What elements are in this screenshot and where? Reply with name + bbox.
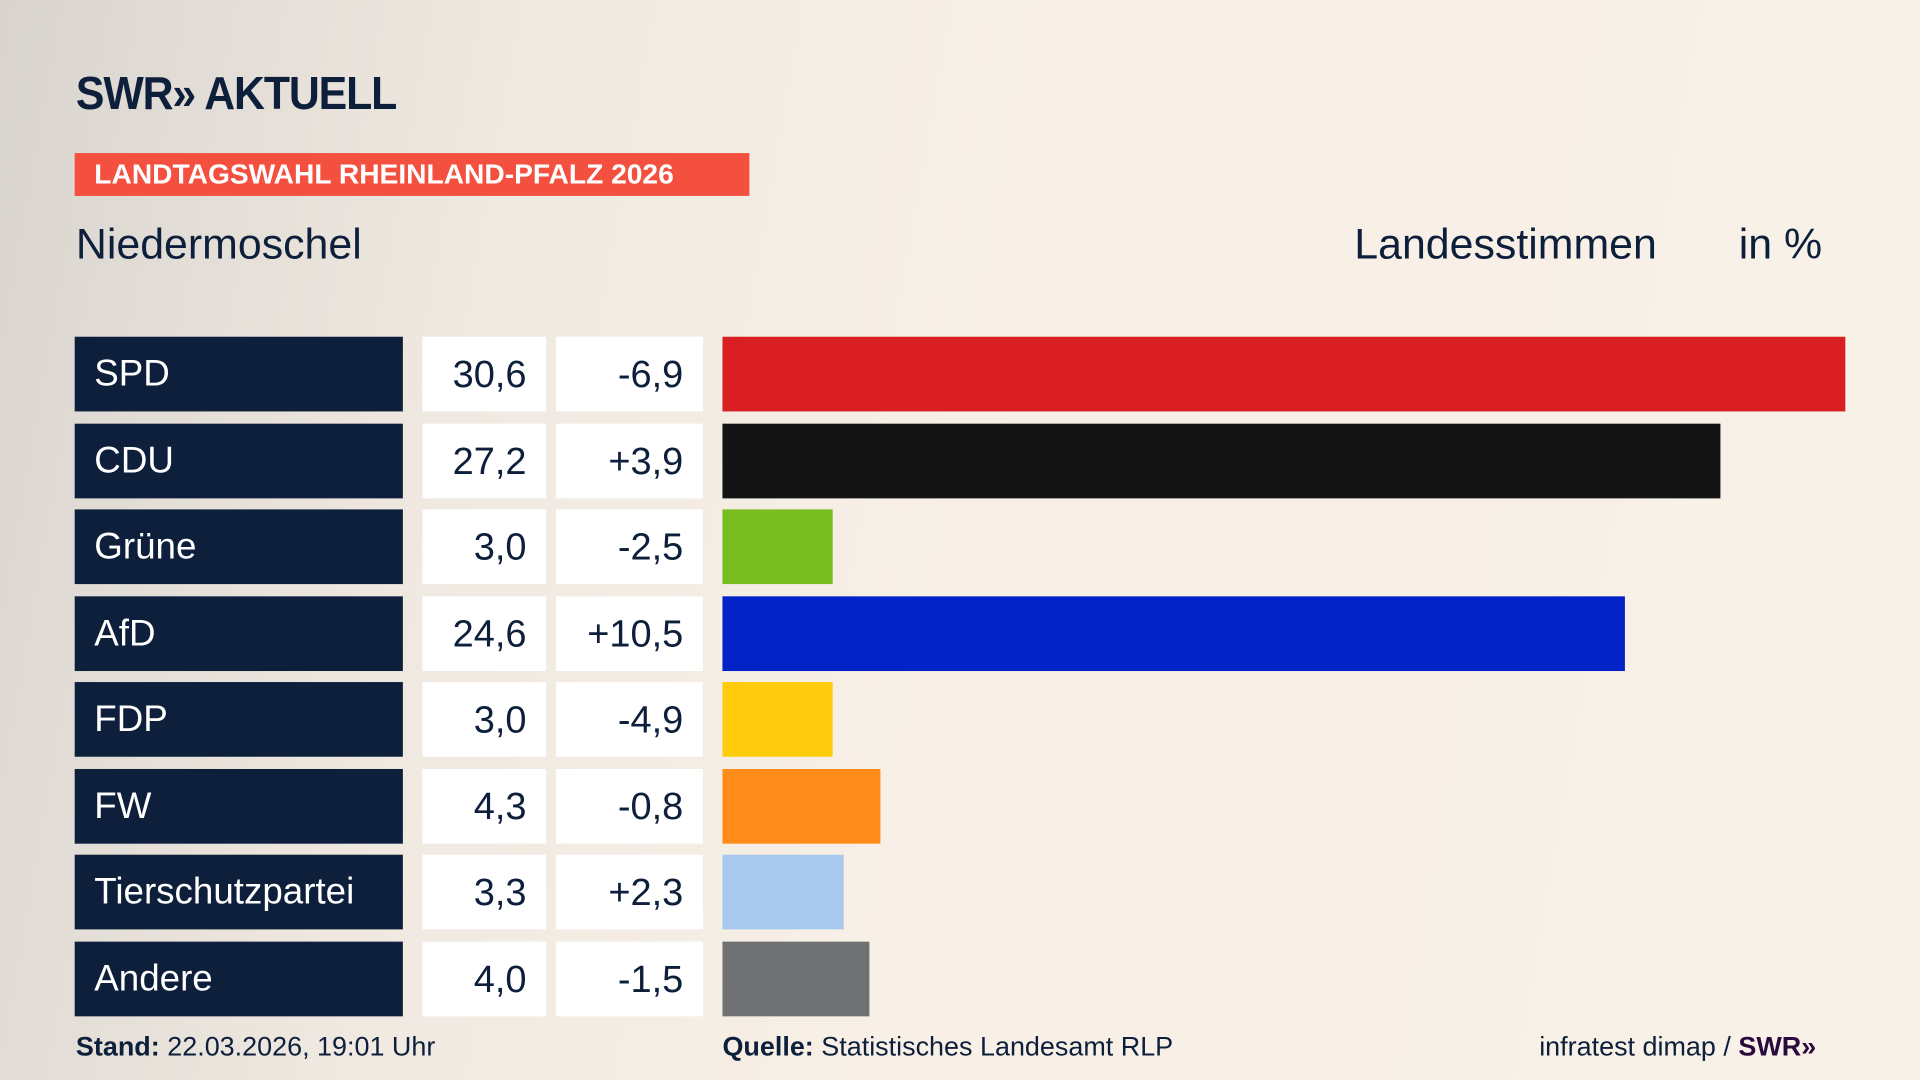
- diff-label: -2,5: [555, 509, 703, 585]
- place-title: Niedermoschel: [75, 220, 362, 269]
- party-label: Andere: [74, 941, 403, 1016]
- bar: [722, 682, 833, 757]
- unit-label: in %: [1738, 220, 1823, 269]
- diff-label: -0,8: [555, 768, 703, 844]
- value-label: 3,0: [422, 682, 547, 757]
- value-label: 4,0: [422, 941, 547, 1016]
- party-label: Tierschutzpartei: [74, 854, 403, 930]
- credit-label: infratest dimap /: [1539, 1031, 1731, 1062]
- value-label: 3,0: [422, 509, 547, 585]
- value-label: 24,6: [422, 595, 547, 671]
- chart-row: FW 4,3 -0,8: [0, 768, 1920, 844]
- diff-label: +2,3: [555, 854, 703, 930]
- vote-type-label: Landesstimmen: [1354, 220, 1657, 269]
- bar: [722, 595, 1626, 671]
- chart-row: Grüne 3,0 -2,5: [0, 509, 1920, 585]
- bar: [722, 768, 881, 844]
- chart-row: Andere 4,0 -1,5: [0, 941, 1920, 1016]
- election-badge: LANDTAGSWAHL RHEINLAND-PFALZ 2026: [74, 153, 750, 196]
- diff-label: -6,9: [555, 336, 703, 412]
- diff-label: +3,9: [555, 423, 703, 498]
- party-label: CDU: [74, 423, 403, 498]
- party-label: Grüne: [74, 509, 403, 585]
- bar: [722, 336, 1846, 412]
- bar: [722, 854, 844, 930]
- chart-row: AfD 24,6 +10,5: [0, 595, 1920, 671]
- value-label: 4,3: [422, 768, 547, 844]
- credit-text: infratest dimap / SWR»: [1539, 1031, 1816, 1063]
- bar: [722, 941, 870, 1016]
- party-label: SPD: [74, 336, 403, 412]
- bar: [722, 423, 1721, 498]
- party-label: AfD: [74, 595, 403, 671]
- source-value: Statistisches Landesamt RLP: [821, 1031, 1174, 1062]
- diff-label: -1,5: [555, 941, 703, 1016]
- party-label: FW: [74, 768, 403, 844]
- swr-small-logo: SWR»: [1738, 1031, 1817, 1062]
- diff-label: +10,5: [555, 595, 703, 671]
- source-label: Quelle:: [722, 1031, 814, 1062]
- diff-label: -4,9: [555, 682, 703, 757]
- value-label: 3,3: [422, 854, 547, 930]
- swr-aktuell-logo: SWR» AKTUELL: [75, 68, 397, 121]
- value-label: 27,2: [422, 423, 547, 498]
- source-text: Quelle: Statistisches Landesamt RLP: [722, 1031, 1173, 1063]
- chart-row: CDU 27,2 +3,9: [0, 423, 1920, 498]
- bar: [722, 509, 833, 585]
- value-label: 30,6: [422, 336, 547, 412]
- stand-text: Stand: 22.03.2026, 19:01 Uhr: [76, 1031, 435, 1063]
- chart-row: SPD 30,6 -6,9: [0, 336, 1920, 412]
- party-label: FDP: [74, 682, 403, 757]
- chart-row: Tierschutzpartei 3,3 +2,3: [0, 854, 1920, 930]
- stand-label: Stand:: [75, 1031, 160, 1062]
- chart-row: FDP 3,0 -4,9: [0, 682, 1920, 757]
- stand-value: 22.03.2026, 19:01 Uhr: [167, 1031, 436, 1062]
